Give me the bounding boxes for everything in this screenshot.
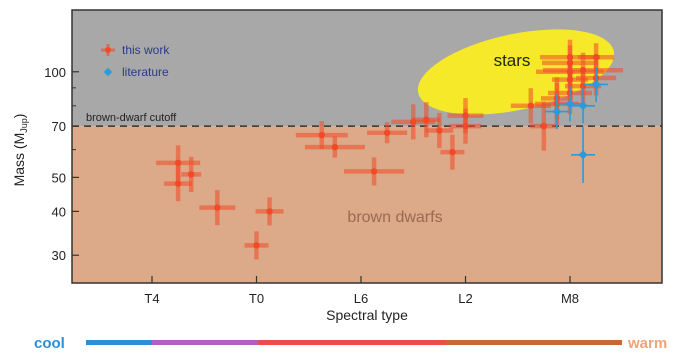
data-point-this-work: [304, 136, 365, 158]
data-point-this-work: [425, 112, 454, 149]
data-point-this-work: [447, 98, 484, 134]
x-axis-title: Spectral type: [326, 307, 408, 323]
y-tick-label: 70: [52, 119, 66, 134]
data-point-this-work: [255, 197, 284, 226]
marker: [174, 180, 182, 187]
marker: [214, 204, 221, 211]
x-axis-ticks: T4 T0 L6 L2 M8: [144, 276, 579, 306]
temperature-scale: cool warm: [34, 335, 667, 352]
y-tick-label: 50: [52, 170, 66, 185]
marker: [449, 148, 456, 156]
temperature-segment: [86, 340, 152, 345]
legend-marker-diamond: [103, 67, 113, 77]
marker: [566, 76, 574, 83]
temperature-segment: [446, 340, 622, 345]
cool-label: cool: [34, 335, 65, 352]
x-tick-label: T0: [249, 291, 264, 306]
marker: [527, 102, 535, 109]
y-tick-label: 100: [44, 65, 66, 80]
y-axis-title-sub: Jup: [19, 118, 29, 133]
marker: [383, 129, 391, 136]
data-point-literature: [571, 126, 596, 183]
legend: this work literature: [101, 43, 170, 79]
marker: [266, 208, 273, 215]
data-point-this-work: [440, 134, 465, 170]
data-marks: [156, 39, 624, 260]
data-point-this-work: [164, 166, 193, 202]
data-point-this-work: [181, 156, 202, 192]
data-point-this-work: [199, 190, 236, 226]
y-axis-title-main: Mass (M: [11, 133, 27, 187]
marker: [331, 143, 339, 151]
marker: [579, 67, 587, 74]
stars-label: stars: [494, 51, 531, 70]
y-axis-title: Mass (MJup): [11, 114, 29, 187]
warm-label: warm: [627, 335, 667, 352]
marker: [462, 112, 469, 119]
legend-marker-literature: [103, 67, 113, 77]
x-tick-label: T4: [144, 291, 159, 306]
marker: [187, 171, 195, 178]
data-point-this-work: [529, 101, 558, 151]
x-tick-label: L2: [458, 291, 472, 306]
brown-dwarfs-label: brown dwarfs: [347, 209, 442, 226]
y-axis-title-close: ): [11, 114, 27, 119]
data-point-this-work: [295, 121, 348, 150]
marker: [423, 116, 430, 123]
brown-dwarf-cutoff-label: brown-dwarf cutoff: [86, 112, 177, 124]
below-cutoff-region: [72, 126, 662, 283]
temperature-scale-bar: [86, 340, 622, 345]
marker: [318, 131, 326, 139]
temperature-segment: [258, 340, 446, 345]
x-tick-label: M8: [561, 291, 579, 306]
plot-frame: [71, 9, 663, 284]
marker: [592, 54, 600, 61]
legend-marker-dot: [105, 47, 111, 53]
x-tick-label: L6: [354, 291, 368, 306]
legend-label-this-work: this work: [122, 43, 170, 57]
legend-marker-this-work: [101, 44, 115, 56]
data-point-this-work: [244, 231, 269, 260]
y-tick-label: 40: [52, 204, 66, 219]
temperature-segment: [152, 340, 258, 345]
legend-label-literature: literature: [122, 65, 169, 79]
marker: [436, 127, 443, 134]
data-point-this-work: [344, 157, 405, 186]
marker: [540, 122, 548, 130]
marker: [174, 159, 182, 167]
marker: [253, 242, 260, 249]
y-tick-label: 30: [52, 248, 66, 263]
legend-item-literature: literature: [103, 65, 169, 79]
legend-item-this-work: this work: [101, 43, 170, 57]
data-point-this-work: [367, 122, 408, 144]
y-axis-ticks: 30 40 50 70 100: [44, 65, 79, 263]
marker: [370, 168, 378, 175]
